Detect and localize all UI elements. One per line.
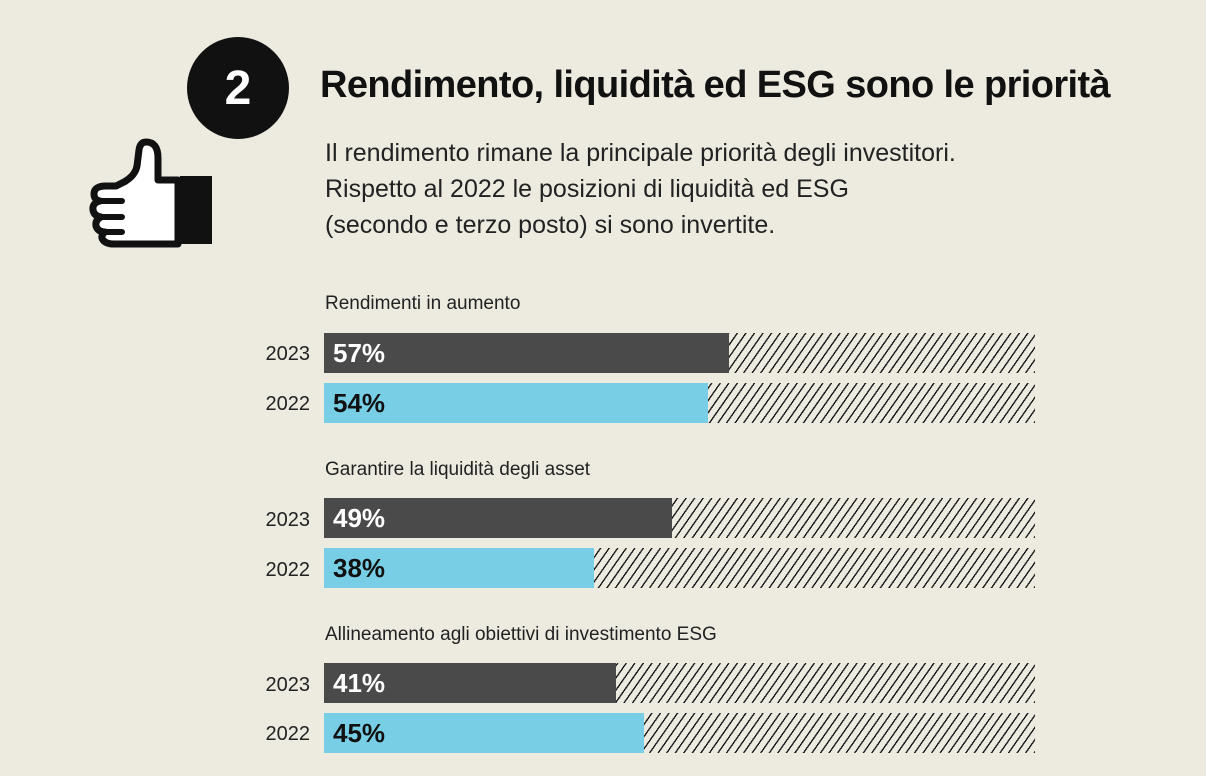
- year-label: 2023: [265, 509, 311, 531]
- section-number: 2: [224, 61, 252, 115]
- bar-value-label: 49%: [333, 502, 386, 533]
- bar-track: 49%: [324, 498, 1035, 538]
- year-label: 2022: [265, 723, 311, 745]
- bar-track: 54%: [324, 383, 1035, 423]
- year-label: 2022: [265, 393, 311, 415]
- bar-2023-rendimenti: 57%: [324, 333, 730, 373]
- bar-value-label: 38%: [333, 552, 386, 583]
- bar-value-label: 45%: [333, 717, 386, 748]
- bar-value-label: 57%: [333, 337, 386, 368]
- page-title: Rendimento, liquidità ed ESG sono le pri…: [320, 64, 1111, 106]
- bar-track: 38%: [324, 548, 1035, 588]
- year-label: 2022: [265, 559, 311, 581]
- description-line: Rispetto al 2022 le posizioni di liquidi…: [325, 175, 849, 203]
- description-line: (secondo e terzo posto) si sono invertit…: [325, 211, 776, 239]
- year-label: 2023: [265, 343, 311, 365]
- group-label-rendimenti: Rendimenti in aumento: [325, 293, 521, 314]
- description: Il rendimento rimane la principale prior…: [325, 135, 1125, 243]
- bar-2022-rendimenti: 54%: [324, 383, 708, 423]
- group-label-esg: Allineamento agli obiettivi di investime…: [325, 624, 717, 645]
- bar-2022-esg: 45%: [324, 713, 644, 753]
- bar-2023-liquidita: 49%: [324, 498, 673, 538]
- bar-2023-esg: 41%: [324, 663, 616, 703]
- thumbs-up-icon: [89, 138, 212, 248]
- bar-track: 41%: [324, 663, 1035, 703]
- group-label-liquidita: Garantire la liquidità degli asset: [325, 459, 591, 480]
- bar-track: 57%: [324, 333, 1035, 373]
- bar-track: 45%: [324, 713, 1035, 753]
- section-number-badge: 2: [187, 37, 289, 139]
- description-line: Il rendimento rimane la principale prior…: [325, 139, 956, 167]
- bar-2022-liquidita: 38%: [324, 548, 595, 588]
- year-label: 2023: [265, 674, 311, 696]
- bar-value-label: 54%: [333, 387, 386, 418]
- bar-value-label: 41%: [333, 667, 386, 698]
